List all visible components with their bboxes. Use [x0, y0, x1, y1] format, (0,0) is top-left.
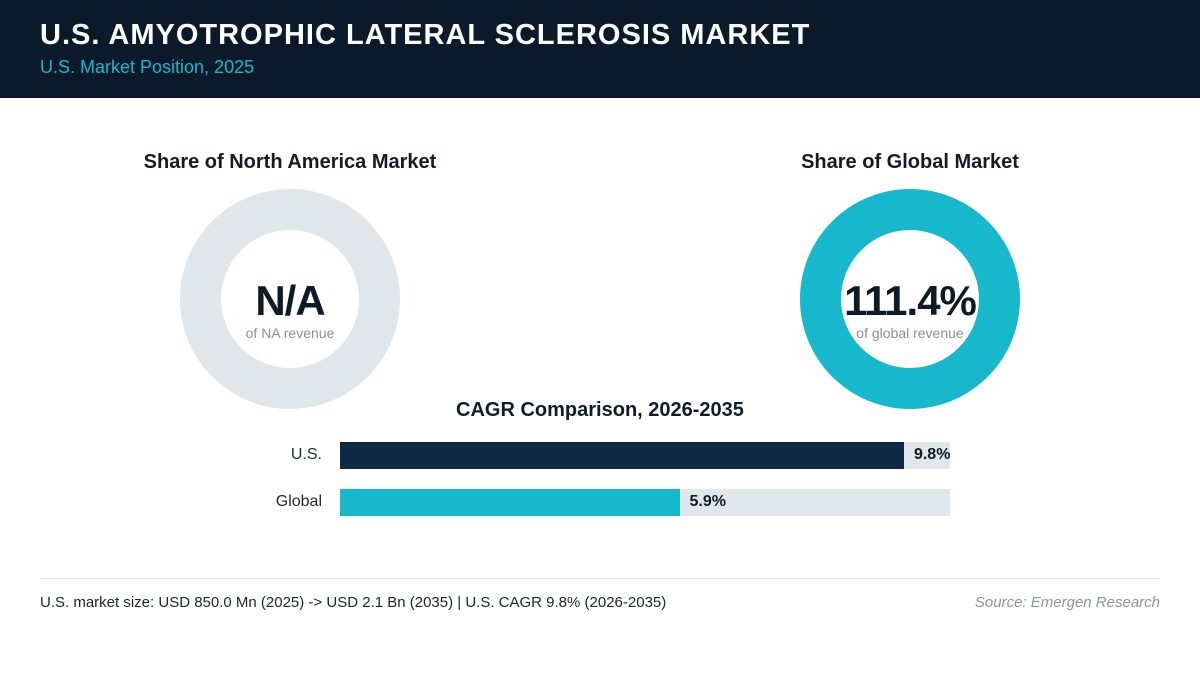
bar-label-global: Global	[275, 493, 322, 510]
source-credit: Source: Emergen Research	[974, 594, 1160, 611]
donut-global-title: Share of Global Market	[801, 151, 1019, 173]
donut-na-title: Share of North America Market	[143, 151, 437, 173]
donut-global-caption: of global revenue	[856, 325, 964, 341]
donut-global-value: 111.4%	[844, 277, 977, 324]
bar-track-global: 5.9%	[340, 489, 950, 516]
donut-na-value: N/A	[255, 277, 325, 324]
bar-us	[340, 442, 904, 469]
donut-na-caption: of NA revenue	[245, 325, 335, 341]
bar-label-us: U.S.	[290, 446, 322, 463]
bar-global	[340, 489, 680, 516]
donut-na-chart	[180, 189, 400, 409]
donut-global-chart	[800, 189, 1020, 409]
donut-global-arc	[800, 189, 1020, 409]
page-title: U.S. AMYOTROPHIC LATERAL SCLEROSIS MARKE…	[40, 19, 811, 51]
bar-value-us: 9.8%	[913, 446, 951, 463]
header-banner: U.S. AMYOTROPHIC LATERAL SCLEROSIS MARKE…	[0, 0, 1200, 98]
bar-track-us: 9.8%	[340, 442, 950, 469]
donut-na-track	[180, 189, 400, 409]
cagr-chart-title: CAGR Comparison, 2026-2035	[456, 399, 744, 421]
footer-divider	[40, 578, 1160, 579]
bar-value-global: 5.9%	[689, 493, 726, 510]
footer-note: U.S. market size: USD 850.0 Mn (2025) ->…	[40, 594, 667, 611]
page-subtitle: U.S. Market Position, 2025	[40, 57, 255, 77]
